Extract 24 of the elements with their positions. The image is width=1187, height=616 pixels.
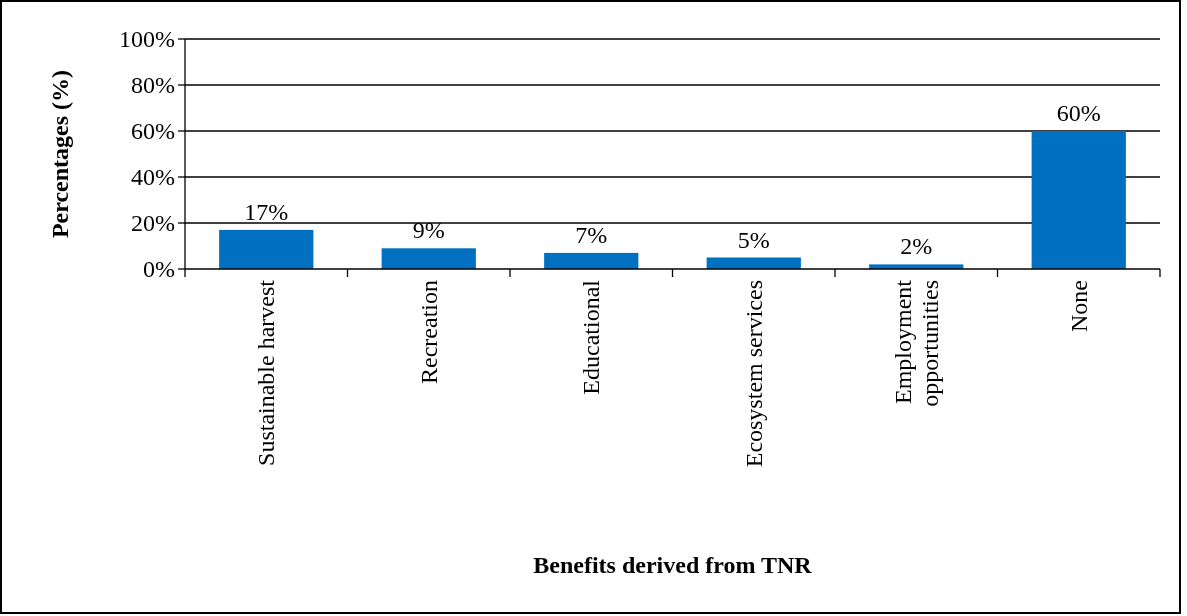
bar xyxy=(544,252,639,269)
data-label: 60% xyxy=(1056,100,1101,126)
y-tick-label: 0% xyxy=(143,256,175,283)
x-axis-title: Benefits derived from TNR xyxy=(533,552,813,578)
data-label: 17% xyxy=(244,198,289,225)
bar xyxy=(219,229,314,269)
x-tick-label: Sustainable harvest xyxy=(253,279,280,466)
y-tick-label: 20% xyxy=(131,210,175,237)
y-tick-label: 100% xyxy=(119,26,175,53)
bar xyxy=(381,248,476,269)
data-label: 9% xyxy=(412,217,445,244)
data-label: 5% xyxy=(737,226,770,253)
y-tick-label: 40% xyxy=(131,164,175,191)
data-label: 7% xyxy=(575,221,608,248)
x-tick-label: Recreation xyxy=(415,280,442,384)
y-tick-label: 80% xyxy=(131,72,175,99)
x-tick-label: Educational xyxy=(578,279,605,395)
x-tick-label: None xyxy=(1065,280,1092,332)
y-tick-label: 60% xyxy=(131,118,175,145)
x-tick-label: Employment opportunities xyxy=(889,279,943,407)
data-label: 2% xyxy=(900,233,933,260)
bar xyxy=(1031,131,1126,269)
x-tick-label: Ecosystem services xyxy=(740,280,767,468)
y-axis-title: Percentages (%) xyxy=(47,69,73,239)
